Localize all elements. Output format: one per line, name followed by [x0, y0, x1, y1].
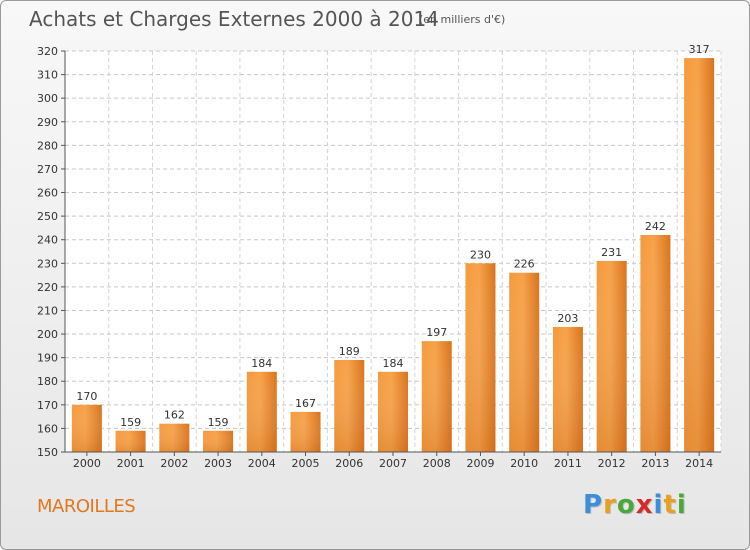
bar-value-label: 226	[514, 258, 535, 271]
axes: 150 160 170 180 190 200 210 220 230 240 250 260 270 2…	[37, 45, 721, 470]
commune-name: MAROILLES	[37, 496, 136, 517]
x-tick-label: 2014	[685, 457, 713, 470]
bar-shade	[203, 430, 234, 452]
bar-shade	[378, 371, 408, 452]
bar-value-label: 203	[557, 312, 578, 325]
y-tick-label: 270	[37, 163, 58, 176]
bar-shade	[465, 263, 496, 452]
proxiti-logo: Proxiti	[583, 490, 687, 520]
x-tick-label: 2004	[248, 457, 276, 470]
x-tick-label: 2009	[466, 457, 494, 470]
bar-shade	[552, 326, 583, 452]
bar-shade	[684, 58, 715, 452]
bar-shade	[640, 234, 671, 452]
x-tick-label: 2011	[554, 457, 582, 470]
bar-shade	[159, 423, 190, 452]
logo-letter: t	[663, 490, 677, 520]
bar-value-label: 231	[601, 246, 622, 259]
bars	[71, 58, 715, 452]
y-tick-label: 180	[37, 375, 58, 388]
y-tick-label: 170	[37, 399, 58, 412]
bar-shade	[421, 341, 452, 452]
y-tick-label: 290	[37, 116, 58, 129]
y-tick-label: 150	[37, 446, 58, 459]
value-labels: 170 159 162 159 184 167 189 184 197 230 226 203 231 2…	[76, 43, 709, 429]
x-tick-label: 2005	[292, 457, 320, 470]
x-tick-label: 2006	[335, 457, 363, 470]
y-tick-label: 280	[37, 139, 58, 152]
bar-shade	[71, 404, 102, 452]
bar-shade	[334, 360, 365, 452]
bar-shade	[246, 371, 277, 452]
y-tick-label: 260	[37, 187, 58, 200]
y-tick-label: 190	[37, 352, 58, 365]
bar-value-label: 167	[295, 397, 316, 410]
bar-shade	[509, 272, 540, 452]
x-tick-label: 2012	[598, 457, 626, 470]
logo-letter: x	[635, 490, 654, 520]
x-tick-label: 2002	[160, 457, 188, 470]
y-tick-label: 160	[37, 422, 58, 435]
x-tick-label: 2001	[117, 457, 145, 470]
x-tick-label: 2003	[204, 457, 232, 470]
y-tick-label: 320	[37, 45, 58, 58]
y-tick-label: 300	[37, 92, 58, 105]
chart-unit: (en milliers d'€)	[419, 13, 506, 26]
x-tick-label: 2013	[641, 457, 669, 470]
bar-shade	[596, 260, 627, 452]
chart-title: Achats et Charges Externes 2000 à 2014	[29, 7, 439, 31]
bar-value-label: 159	[120, 416, 141, 429]
bar-shade	[115, 430, 146, 452]
bar-value-label: 230	[470, 248, 491, 261]
y-tick-label: 220	[37, 281, 58, 294]
bar-value-label: 189	[339, 345, 360, 358]
x-tick-label: 2008	[423, 457, 451, 470]
logo-letter: i	[676, 490, 687, 520]
y-tick-label: 240	[37, 234, 58, 247]
bar-value-label: 197	[426, 326, 447, 339]
x-tick-label: 2007	[379, 457, 407, 470]
x-tick-label: 2010	[510, 457, 538, 470]
bar-shade	[290, 411, 321, 452]
bar-value-label: 170	[76, 390, 97, 403]
bar-value-label: 159	[208, 416, 229, 429]
bar-value-label: 242	[645, 220, 666, 233]
logo-letter: P	[583, 490, 604, 520]
bar-value-label: 184	[251, 357, 272, 370]
logo-letter: r	[603, 490, 617, 520]
y-tick-label: 310	[37, 69, 58, 82]
bar-value-label: 184	[383, 357, 404, 370]
bar-value-label: 317	[689, 43, 710, 56]
x-tick-label: 2000	[73, 457, 101, 470]
logo-letter: i	[653, 490, 664, 520]
y-tick-label: 230	[37, 257, 58, 270]
bar-value-label: 162	[164, 409, 185, 422]
y-tick-label: 200	[37, 328, 58, 341]
y-tick-label: 250	[37, 210, 58, 223]
logo-letter: o	[616, 490, 636, 520]
y-tick-label: 210	[37, 304, 58, 317]
